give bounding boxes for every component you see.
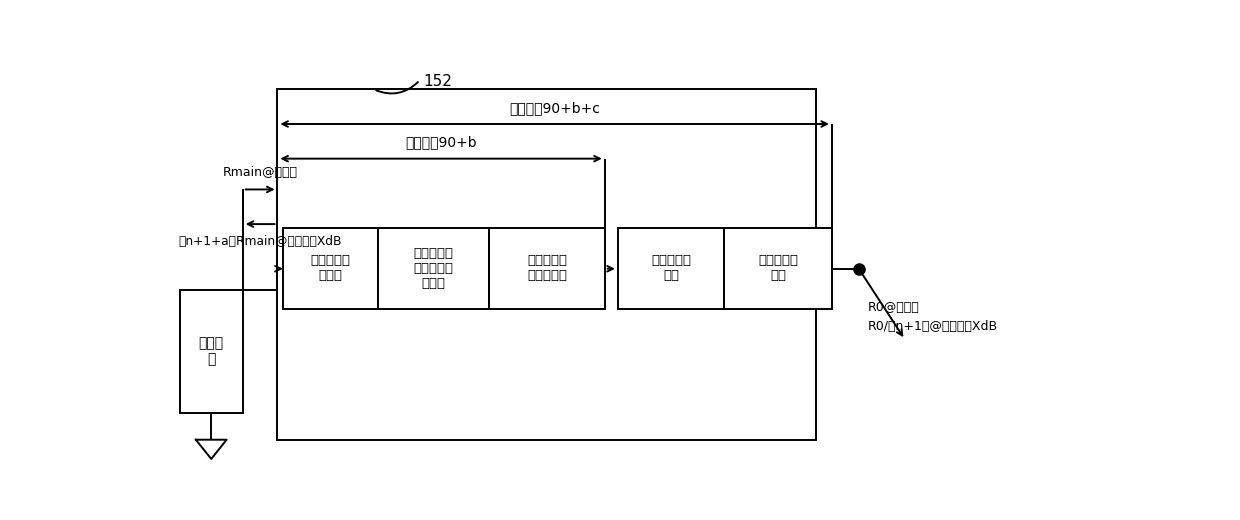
- Bar: [377, 228, 490, 309]
- Text: 电长度：90+b: 电长度：90+b: [405, 135, 477, 149]
- Bar: [724, 228, 832, 309]
- Text: 管子内
阻: 管子内 阻: [198, 336, 223, 366]
- Bar: [278, 89, 816, 440]
- Text: 第一附加补
偿线: 第一附加补 偿线: [758, 254, 799, 282]
- Text: 152: 152: [424, 74, 453, 89]
- Text: 管子输出内
部匹配和封
装结构: 管子输出内 部匹配和封 装结构: [413, 247, 454, 290]
- Text: R0/（n+1）@功率回退XdB: R0/（n+1）@功率回退XdB: [868, 320, 998, 333]
- Bar: [283, 228, 377, 309]
- Bar: [618, 228, 724, 309]
- Text: 第一输出补
偿线: 第一输出补 偿线: [651, 254, 691, 282]
- Text: 第一输出阻
抗匹配模块: 第一输出阻 抗匹配模块: [527, 254, 567, 282]
- Text: Rmain@满功率: Rmain@满功率: [223, 166, 298, 179]
- Text: （n+1+a）Rmain@功率回退XdB: （n+1+a）Rmain@功率回退XdB: [179, 235, 342, 248]
- Text: 管子输出内
部寄生: 管子输出内 部寄生: [310, 254, 350, 282]
- Text: R0@满功率: R0@满功率: [868, 301, 920, 314]
- Text: 电长度：90+b+c: 电长度：90+b+c: [510, 101, 600, 115]
- Bar: [180, 290, 243, 413]
- Bar: [490, 228, 605, 309]
